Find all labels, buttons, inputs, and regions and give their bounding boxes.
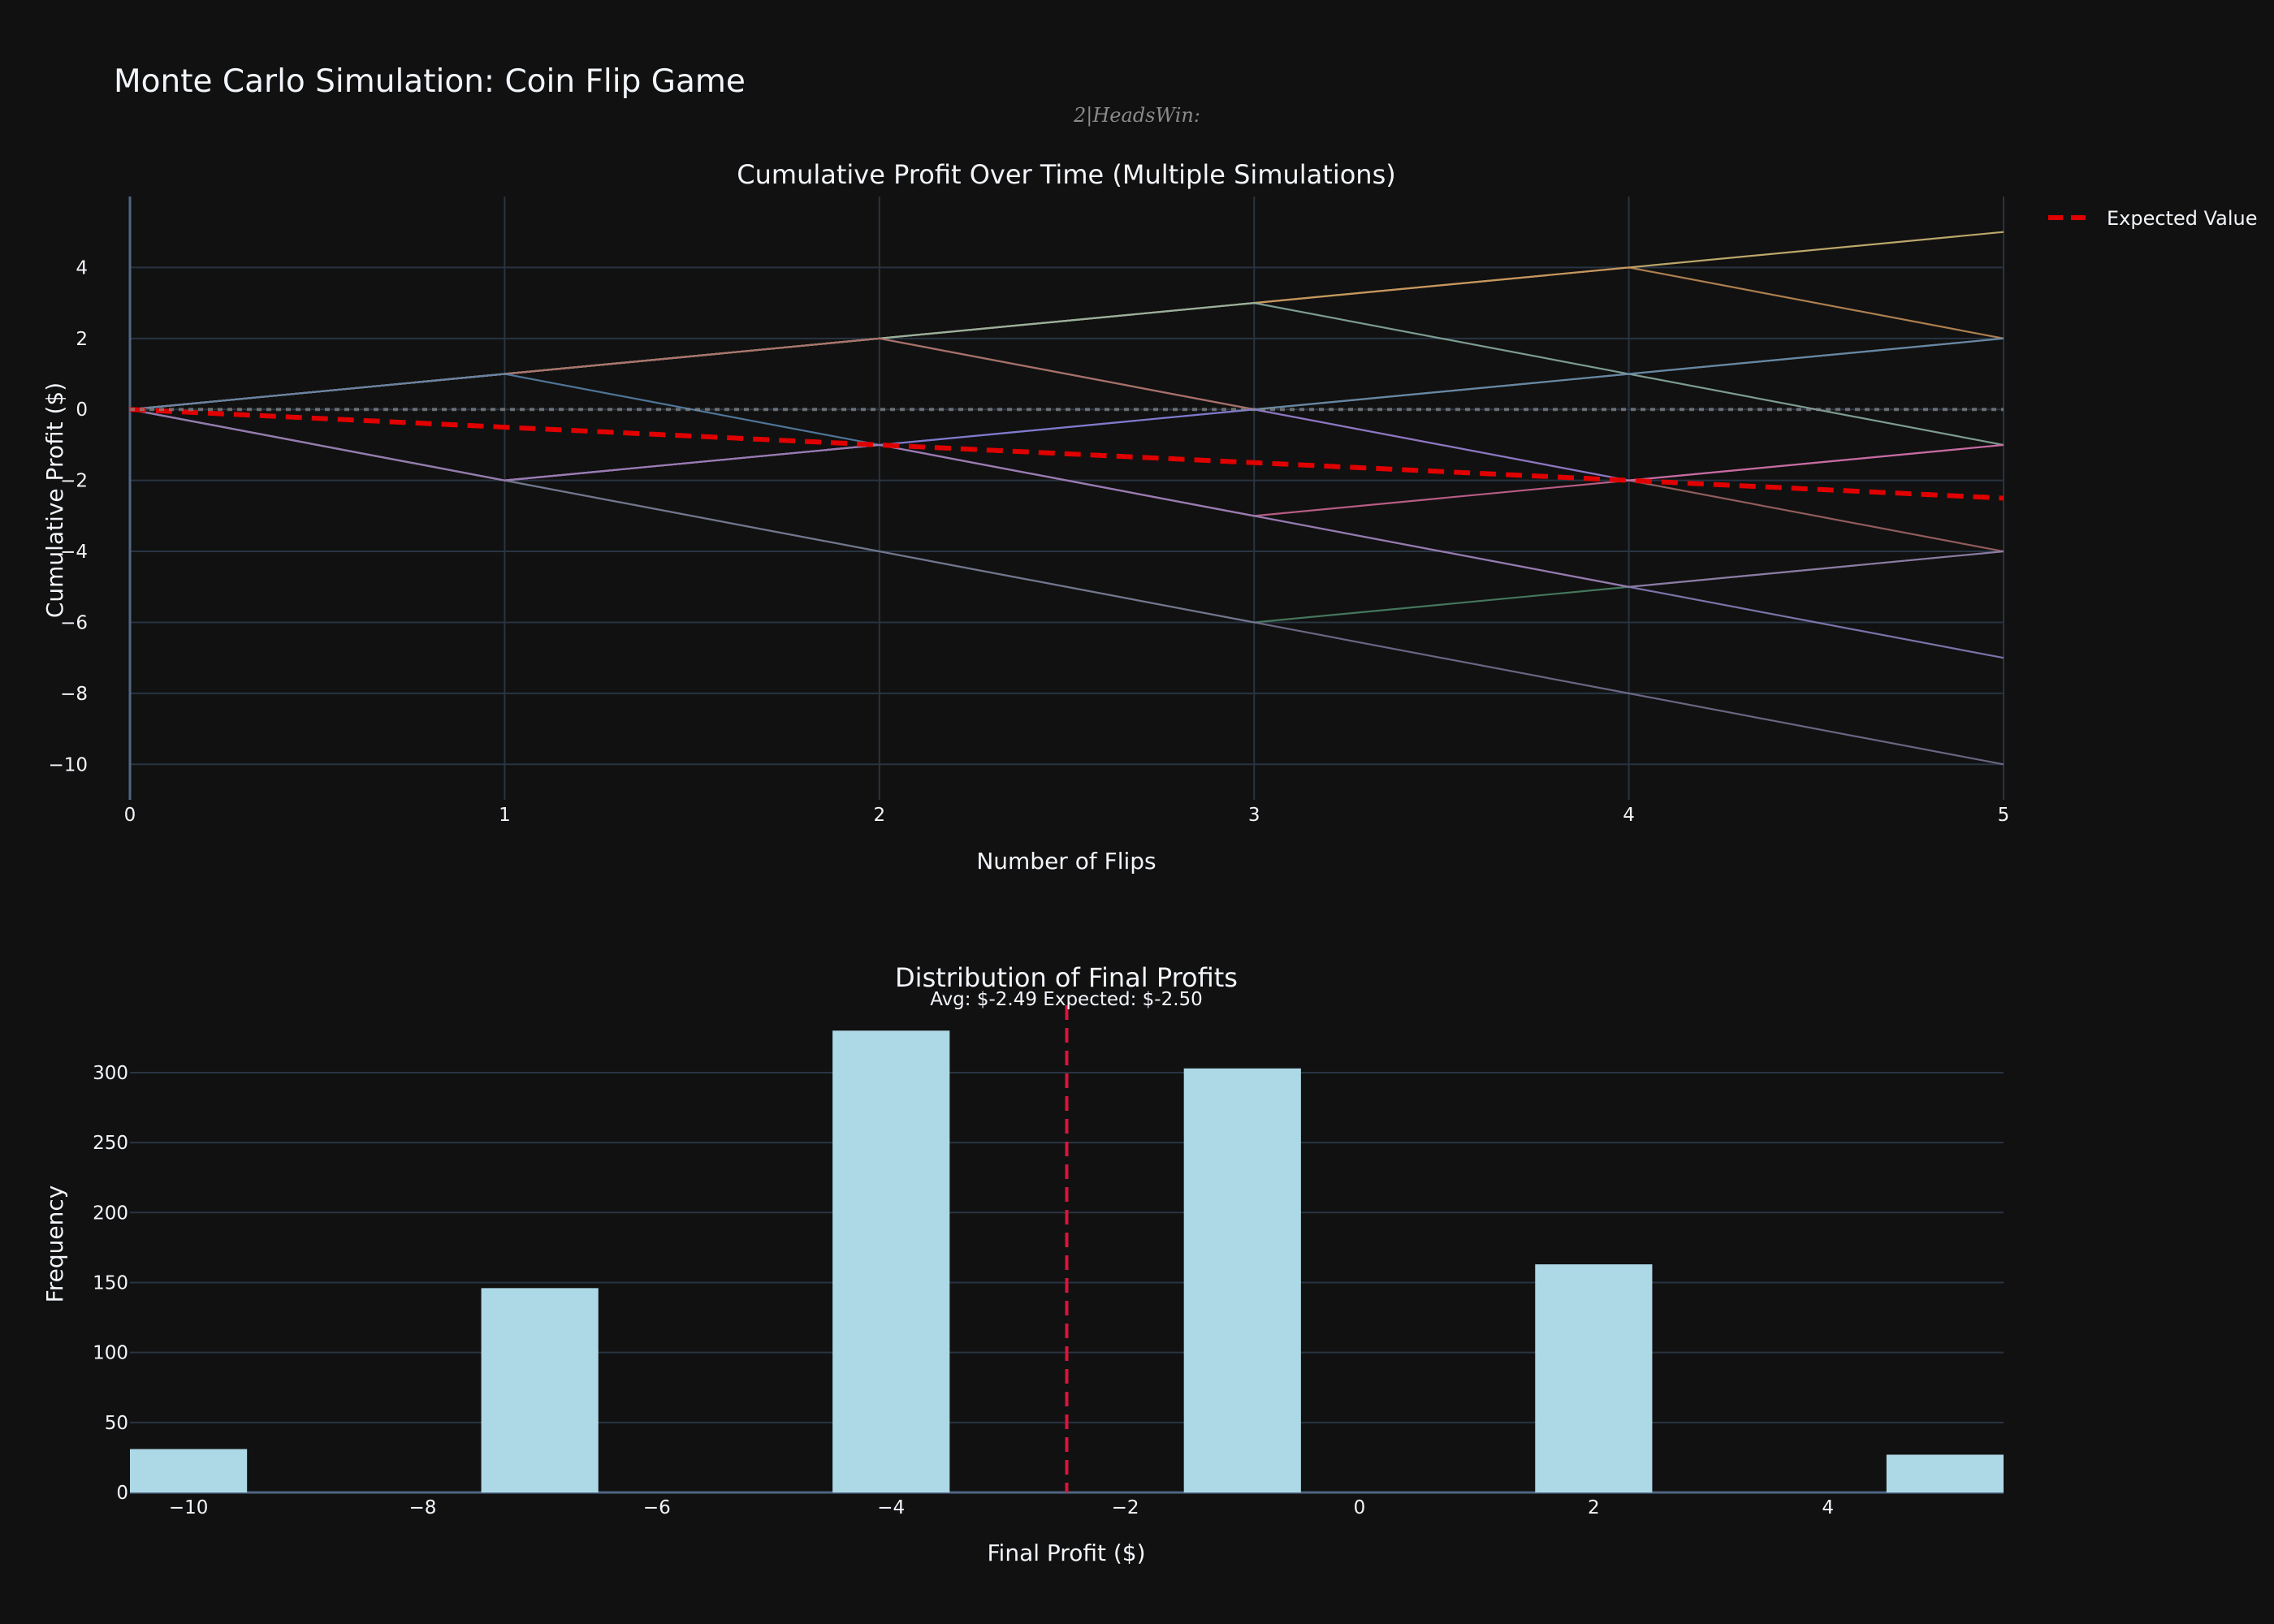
bottom-x-tick-label: −10 [169, 1497, 209, 1518]
histogram-bar[interactable] [130, 1449, 248, 1492]
simulation-line[interactable] [129, 408, 2004, 624]
bottom-x-tick-label: −2 [1112, 1497, 1139, 1518]
bottom-y-tick-label: 200 [93, 1203, 128, 1224]
top-series [129, 231, 2004, 766]
histogram-bar[interactable] [481, 1288, 599, 1492]
top-x-tick-label: 5 [1998, 805, 2010, 826]
top-x-tick-label: 2 [873, 805, 885, 826]
top-y-axis-title: Cumulative Profit ($) [41, 382, 68, 618]
bottom-x-tick-label: 0 [1354, 1497, 1366, 1518]
simulation-line[interactable] [129, 408, 2004, 482]
simulation-line[interactable] [129, 337, 2004, 553]
bottom-bars [130, 1005, 2004, 1492]
simulation-line[interactable] [129, 408, 2004, 659]
bottom-y-tick-label: 100 [93, 1343, 128, 1364]
top-x-tick-label: 1 [499, 805, 511, 826]
bottom-y-tick-label: 300 [93, 1063, 128, 1084]
histogram-bar[interactable] [1183, 1068, 1301, 1492]
histogram-bar[interactable] [832, 1030, 950, 1492]
top-y-tick-label: −6 [60, 612, 88, 633]
top-y-tick-label: −2 [60, 471, 88, 492]
top-grid [128, 197, 2004, 800]
top-y-tick-label: 4 [76, 257, 88, 279]
simulation-line[interactable] [129, 408, 2004, 588]
bottom-y-tick-label: 150 [93, 1272, 128, 1294]
top-y-tick-label: −4 [60, 542, 88, 563]
bottom-x-tick-label: −4 [877, 1497, 905, 1518]
top-x-tick-label: 4 [1623, 805, 1635, 826]
bottom-x-tick-label: −8 [409, 1497, 437, 1518]
top-y-tick-label: −10 [48, 754, 88, 775]
page-subtitle: 2|HeadsWin: [1074, 104, 1200, 127]
bottom-x-tick-label: −6 [643, 1497, 671, 1518]
bottom-y-tick-label: 50 [105, 1413, 128, 1434]
top-y-tick-label: −8 [60, 684, 88, 705]
expected-value-line[interactable] [129, 407, 2004, 501]
top-y-tick-label: 2 [76, 329, 88, 350]
legend[interactable]: Expected Value [2048, 207, 2258, 230]
bottom-x-tick-label: 4 [1822, 1497, 1834, 1518]
histogram-bar[interactable] [1535, 1264, 1653, 1492]
bottom-y-axis-title: Frequency [41, 1186, 68, 1303]
bottom-x-tick-label: 2 [1588, 1497, 1600, 1518]
bottom-chart-title: Distribution of Final Profits [895, 962, 1238, 993]
bottom-y-tick-label: 0 [116, 1483, 128, 1504]
page-title: Monte Carlo Simulation: Coin Flip Game [114, 63, 746, 100]
bottom-ticks: 0 50 100 150 200 250 300 −10 −8 −6 −4 −2 0 2 4 [93, 1063, 1834, 1518]
bottom-y-tick-label: 250 [93, 1133, 128, 1154]
top-x-tick-label: 0 [124, 805, 136, 826]
top-chart: 4 2 0 −2 −4 −6 −8 −10 0 1 2 3 4 5 Cumulative Profit O… [41, 159, 2258, 875]
top-y-tick-label: 0 [76, 400, 88, 421]
bottom-x-axis-title: Final Profit ($) [987, 1540, 1145, 1566]
bottom-chart: 0 50 100 150 200 250 300 −10 −8 −6 −4 −2 0 2 4 Distrib… [41, 962, 2004, 1566]
histogram-bar[interactable] [1886, 1454, 2004, 1492]
legend-expected-value-label: Expected Value [2107, 207, 2258, 230]
average-annotation: Avg: $-2.49 Expected: $-2.50 [930, 989, 1203, 1010]
top-chart-title: Cumulative Profit Over Time (Multiple Si… [737, 159, 1395, 190]
top-ticks: 4 2 0 −2 −4 −6 −8 −10 0 1 2 3 4 5 [48, 257, 2009, 826]
top-x-axis-title: Number of Flips [976, 848, 1156, 875]
top-x-tick-label: 3 [1248, 805, 1260, 826]
